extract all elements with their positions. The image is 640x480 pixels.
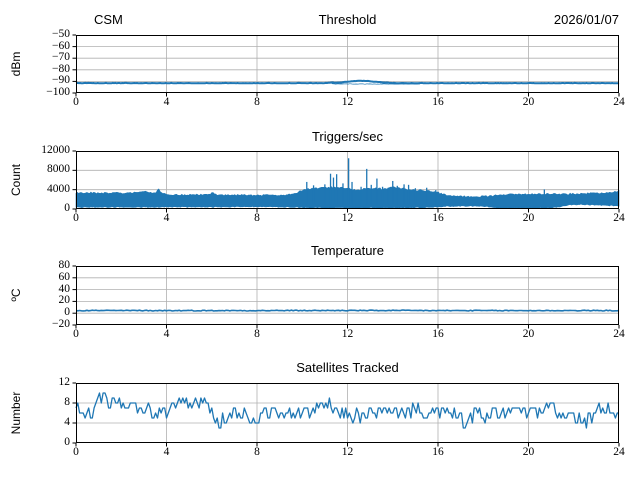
plot-title-satellites: Satellites Tracked [296, 360, 399, 375]
x-tick-label: 16 [432, 212, 444, 224]
satellites-plot-area [72, 382, 620, 447]
plot-title-left: CSM [94, 12, 123, 27]
y-tick-label: 12000 [41, 144, 70, 156]
x-tick-label: 4 [163, 96, 170, 108]
x-tick-label: 12 [341, 212, 354, 224]
x-tick-label: 8 [254, 328, 260, 340]
x-tick-label: 0 [73, 328, 79, 340]
x-tick-label: 24 [613, 96, 625, 108]
x-tick-label: 16 [432, 446, 444, 458]
x-tick-label: 0 [73, 212, 79, 224]
x-tick-label: 16 [432, 328, 444, 340]
y-tick-label: 0 [64, 306, 70, 319]
y-tick-label: 60 [58, 270, 71, 283]
x-tick-label: 4 [163, 212, 170, 224]
y-tick-label: −80 [52, 62, 70, 75]
plot-title-date: 2026/01/07 [553, 12, 619, 27]
axes-frame [76, 151, 619, 209]
y-tick-label: −50 [52, 28, 70, 40]
y-tick-label: −90 [52, 74, 70, 87]
x-tick-label: 16 [432, 96, 444, 108]
x-tick-label: 8 [254, 96, 260, 108]
x-tick-label: 0 [73, 446, 79, 458]
x-tick-label: 4 [163, 328, 170, 340]
y-tick-label: −60 [52, 39, 70, 52]
x-tick-label: 24 [613, 328, 625, 340]
y-tick-label: −70 [52, 51, 70, 64]
x-tick-label: 12 [341, 328, 354, 340]
x-tick-label: 0 [73, 96, 79, 108]
threshold-dbm-line [75, 79, 620, 85]
y-tick-label: 80 [58, 259, 71, 271]
y-tick-label: 20 [58, 294, 71, 307]
x-tick-label: 20 [522, 212, 535, 224]
temperature-plot-area [72, 265, 620, 329]
y-tick-label: 0 [64, 436, 70, 448]
axes-frame [76, 383, 619, 443]
x-tick-label: 24 [613, 212, 625, 224]
plot-title-triggers: Triggers/sec [311, 129, 384, 144]
x-tick-label: 20 [522, 96, 535, 108]
x-tick-label: 24 [613, 446, 625, 458]
y-tick-label: 0 [64, 202, 70, 214]
y-tick-label: −100 [46, 86, 70, 98]
x-tick-label: 8 [254, 212, 260, 224]
x-tick-label: 20 [522, 446, 535, 458]
x-tick-label: 12 [341, 446, 354, 458]
x-tick-label: 12 [341, 96, 354, 108]
plot-title-threshold: Threshold [318, 12, 377, 27]
y-tick-label: 8000 [47, 163, 70, 176]
satellites-tracked-line [75, 392, 619, 429]
x-tick-label: 20 [522, 328, 535, 340]
x-tick-label: 8 [254, 446, 260, 458]
x-tick-label: 4 [163, 446, 170, 458]
temperature-c-line [75, 309, 620, 312]
y-tick-label: −20 [52, 318, 70, 330]
y-tick-label: 4 [64, 416, 70, 428]
y-tick-label: 8 [64, 396, 70, 408]
axes-frame [76, 35, 619, 93]
y-tick-label: 12 [58, 376, 71, 388]
plot-title-temperature: Temperature [311, 243, 384, 258]
threshold-plot-area [72, 34, 620, 97]
axes-frame [76, 266, 619, 325]
threshold-undershoot-line [331, 83, 420, 85]
triggers-plot-area [72, 150, 620, 213]
y-tick-label: 40 [58, 282, 71, 295]
y-tick-label: 4000 [47, 182, 70, 195]
